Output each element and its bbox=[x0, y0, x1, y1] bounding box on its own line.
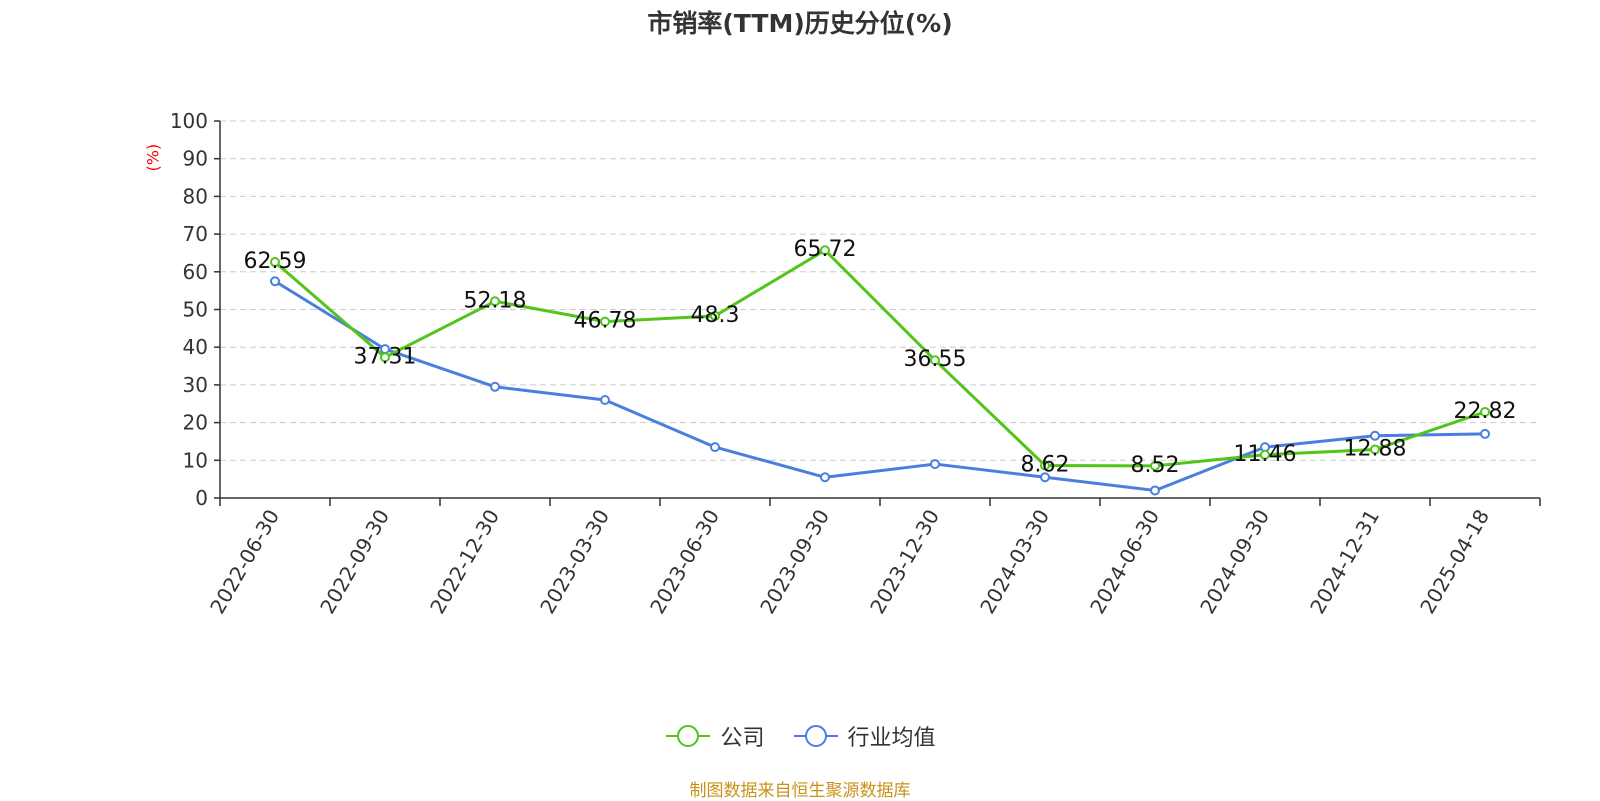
x-tick-label: 2023-03-30 bbox=[535, 505, 614, 618]
data-label: 22.82 bbox=[1454, 399, 1517, 424]
data-point-company bbox=[1480, 406, 1490, 417]
y-tick-label: 80 bbox=[183, 184, 208, 208]
data-point-company bbox=[380, 352, 390, 363]
y-tick-label: 90 bbox=[183, 147, 208, 171]
x-tick-label: 2023-09-30 bbox=[755, 505, 834, 618]
x-tick-label: 2024-09-30 bbox=[1195, 505, 1274, 618]
y-tick-label: 70 bbox=[183, 222, 208, 246]
legend: 公司 行业均值 bbox=[0, 720, 1600, 754]
data-label: 8.52 bbox=[1131, 453, 1180, 478]
data-point-company bbox=[270, 257, 280, 268]
y-tick-label: 30 bbox=[183, 373, 208, 397]
data-point-company bbox=[710, 310, 720, 321]
data-label: 62.59 bbox=[244, 249, 307, 274]
data-label: 46.78 bbox=[574, 309, 637, 334]
legend-item-company[interactable]: 公司 bbox=[664, 720, 765, 752]
x-tick-label: 2024-12-31 bbox=[1305, 505, 1384, 618]
series-line-company bbox=[274, 248, 1486, 468]
x-tick-label: 2024-06-30 bbox=[1085, 505, 1164, 618]
data-label: 52.18 bbox=[464, 288, 527, 313]
data-label: 11.46 bbox=[1234, 442, 1297, 467]
data-point-industry bbox=[1370, 430, 1380, 441]
legend-company-label: 公司 bbox=[720, 726, 765, 751]
data-point-company bbox=[1370, 444, 1380, 455]
y-tick-label: 10 bbox=[183, 448, 208, 472]
data-point-industry bbox=[1040, 472, 1050, 483]
data-label: 12.88 bbox=[1344, 436, 1407, 461]
data-label: 36.55 bbox=[904, 347, 967, 372]
chart-title: 市销率(TTM)历史分位(%) bbox=[647, 9, 953, 38]
data-point-company bbox=[820, 245, 830, 256]
y-tick-label: 0 bbox=[195, 486, 208, 510]
legend-company-marker-icon bbox=[666, 725, 711, 747]
x-tick-label: 2022-06-30 bbox=[205, 505, 284, 618]
x-tick-label: 2022-09-30 bbox=[315, 505, 394, 618]
data-point-company bbox=[1040, 460, 1050, 471]
y-tick-label: 20 bbox=[183, 411, 208, 435]
x-tick-label: 2024-03-30 bbox=[975, 505, 1054, 618]
data-point-company bbox=[600, 316, 610, 327]
data-label: 37.31 bbox=[354, 344, 417, 369]
y-tick-label: 60 bbox=[183, 260, 208, 284]
data-point-industry bbox=[490, 381, 500, 392]
data-point-industry bbox=[1480, 428, 1490, 439]
data-point-industry bbox=[270, 276, 280, 287]
data-point-industry bbox=[1150, 485, 1160, 496]
x-tick-label: 2023-06-30 bbox=[645, 505, 724, 618]
data-point-company bbox=[1150, 460, 1160, 471]
data-point-industry bbox=[600, 394, 610, 405]
x-tick-label: 2023-12-30 bbox=[865, 505, 944, 618]
data-label: 48.3 bbox=[691, 303, 740, 328]
legend-item-industry[interactable]: 行业均值 bbox=[792, 720, 936, 752]
data-point-company bbox=[1260, 449, 1270, 460]
y-tick-label: 50 bbox=[183, 298, 208, 322]
y-tick-label: 40 bbox=[183, 335, 208, 359]
series-line-industry bbox=[274, 279, 1486, 492]
data-label: 65.72 bbox=[794, 237, 857, 262]
data-point-industry bbox=[710, 442, 720, 453]
data-point-company bbox=[930, 355, 940, 366]
data-label: 8.62 bbox=[1021, 453, 1070, 478]
legend-industry-label: 行业均值 bbox=[847, 726, 936, 751]
data-point-company bbox=[490, 296, 500, 307]
y-tick-label: 100 bbox=[170, 109, 208, 133]
data-point-industry bbox=[820, 472, 830, 483]
x-tick-label: 2025-04-18 bbox=[1415, 505, 1494, 618]
data-point-industry bbox=[930, 459, 940, 470]
x-tick-label: 2022-12-30 bbox=[425, 505, 504, 618]
source-note: 制图数据来自恒生聚源数据库 bbox=[689, 781, 911, 801]
legend-industry-marker-icon bbox=[793, 725, 838, 747]
